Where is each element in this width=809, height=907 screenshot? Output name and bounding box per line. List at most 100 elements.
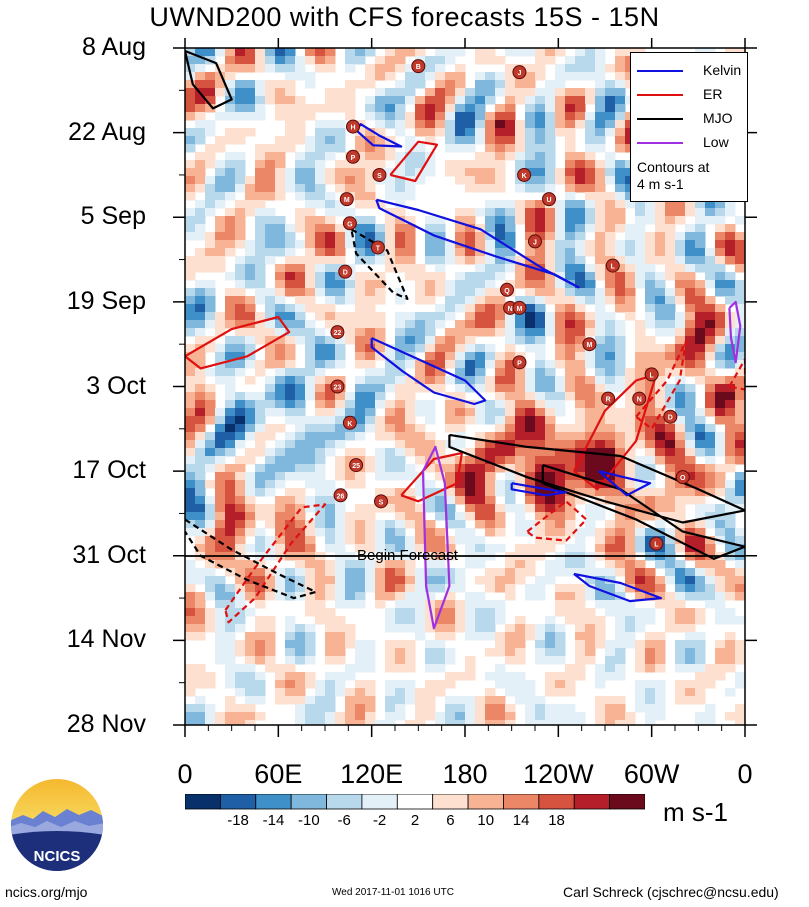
storm-marker-29: U (542, 192, 556, 207)
storm-marker-2: H (346, 119, 360, 134)
mjo-contour-4 (185, 518, 317, 600)
storm-marker-label-9: 22 (334, 330, 342, 337)
storm-marker-3: P (346, 149, 360, 164)
storm-marker-label-28: L (654, 542, 659, 549)
storm-marker-circle-9 (330, 325, 345, 340)
storm-marker-11: K (342, 415, 357, 430)
colorbar-tick-4: -2 (372, 812, 387, 829)
storm-marker-label-16: Q (504, 288, 510, 295)
footer-site[interactable]: ncics.org/mjo (5, 884, 88, 900)
colorbar-box-0 (185, 794, 221, 810)
colorbar-box-12 (609, 794, 645, 810)
colorbar-tick-5: 2 (410, 812, 420, 829)
y-tick-label-2: 5 Sep (80, 202, 146, 231)
storm-marker-label-13: 25 (352, 463, 360, 470)
storm-marker-23: L (644, 367, 659, 382)
y-tick-label-4: 3 Oct (86, 371, 146, 400)
x-tick-label-1: 60E (254, 759, 303, 789)
kelvin-contour-1 (370, 337, 487, 406)
y-tick-label-0: 8 Aug (82, 33, 146, 61)
storm-marker-circle-21 (605, 258, 620, 273)
storm-marker-circle-3 (346, 149, 360, 164)
storm-marker-label-24: D (668, 415, 673, 422)
legend-note-line2: 4 m s-1 (637, 176, 684, 192)
kelvin-contour-5 (573, 572, 663, 603)
er-contour-6 (389, 140, 439, 183)
storm-marker-label-20: J (533, 239, 537, 246)
storm-marker-21: L (605, 258, 620, 273)
storm-marker-circle-5 (339, 192, 354, 207)
storm-marker-label-4: S (377, 173, 382, 180)
storm-marker-25: R (601, 391, 616, 406)
er-contour-0 (185, 315, 291, 370)
storm-marker-24: D (663, 409, 678, 424)
storm-marker-0: B (411, 59, 426, 74)
storm-marker-4: S (372, 167, 387, 182)
y-tick-label-6: 31 Oct (72, 540, 146, 569)
legend-swatch-er (637, 94, 683, 96)
storm-marker-13: 25 (349, 458, 364, 473)
storm-marker-circle-4 (372, 167, 387, 182)
storm-marker-label-26: N (637, 397, 642, 404)
kelvin-contour-2 (375, 198, 580, 289)
storm-marker-14: S (374, 494, 388, 509)
colorbar-box-8 (467, 794, 504, 810)
footer-timestamp: Wed 2017-11-01 1016 UTC (332, 887, 454, 898)
legend-swatch-kelvin (637, 70, 683, 72)
chart-title: UWND200 with CFS forecasts 15S - 15N (149, 2, 660, 32)
storm-marker-circle-15 (512, 355, 527, 370)
colorbar-tick-2: -10 (298, 812, 320, 829)
colorbar-tick-9: 18 (548, 812, 565, 829)
logo-text: NCICS (34, 848, 81, 865)
footer-author: Carl Schreck (cjschrec@ncsu.edu) (563, 884, 779, 900)
legend-label-kelvin: Kelvin (703, 62, 742, 78)
storm-marker-8: D (338, 264, 353, 279)
storm-marker-28: L (649, 536, 664, 551)
colorbar-box-2 (255, 794, 292, 810)
colorbar-box-6 (396, 794, 434, 810)
legend-label-er: ER (703, 86, 723, 102)
kelvin-contour-3 (510, 482, 568, 497)
storm-marker-circle-7 (370, 240, 385, 255)
storm-marker-label-14: S (379, 499, 384, 506)
storm-marker-26: N (632, 391, 647, 406)
storm-marker-circle-10 (330, 379, 345, 394)
storm-marker-label-27: O (680, 475, 686, 482)
colorbar-tick-1: -14 (262, 812, 285, 829)
storm-marker-label-6: G (347, 221, 353, 228)
storm-marker-circle-2 (346, 119, 360, 134)
storm-marker-5: M (339, 192, 354, 207)
storm-marker-6: G (342, 216, 357, 231)
legend-label-low: Low (703, 134, 729, 150)
storm-marker-circle-27 (675, 470, 690, 485)
storm-marker-label-21: L (611, 264, 616, 271)
storm-marker-label-1: J (517, 70, 521, 77)
low-contour-1 (728, 300, 742, 364)
kelvin-contour-4 (598, 470, 652, 497)
storm-marker-16: Q (500, 282, 514, 297)
storm-marker-label-25: R (606, 397, 611, 404)
storm-marker-18: M (512, 300, 527, 315)
storm-marker-label-7: T (376, 245, 381, 252)
y-tick-label-5: 17 Oct (72, 456, 146, 485)
x-tick-label-2: 120E (340, 759, 404, 789)
colorbar (185, 794, 645, 810)
storm-marker-7: T (370, 240, 385, 255)
storm-marker-19: K (517, 167, 532, 182)
colorbar-box-3 (290, 794, 327, 810)
storm-marker-label-19: K (522, 173, 527, 180)
storm-marker-label-23: L (650, 372, 655, 379)
storm-marker-circle-16 (500, 282, 514, 297)
storm-marker-circle-18 (512, 300, 527, 315)
storm-marker-label-5: M (344, 197, 350, 204)
x-tick-label-0: 0 (177, 759, 193, 789)
storm-marker-15: P (512, 355, 527, 370)
storm-marker-circle-11 (342, 415, 357, 430)
storm-marker-22: M (582, 337, 597, 352)
storm-marker-circle-26 (632, 391, 647, 406)
colorbar-tick-3: -6 (337, 812, 351, 829)
colorbar-box-9 (503, 794, 540, 810)
colorbar-box-4 (326, 794, 363, 810)
storm-marker-circle-1 (512, 65, 527, 80)
